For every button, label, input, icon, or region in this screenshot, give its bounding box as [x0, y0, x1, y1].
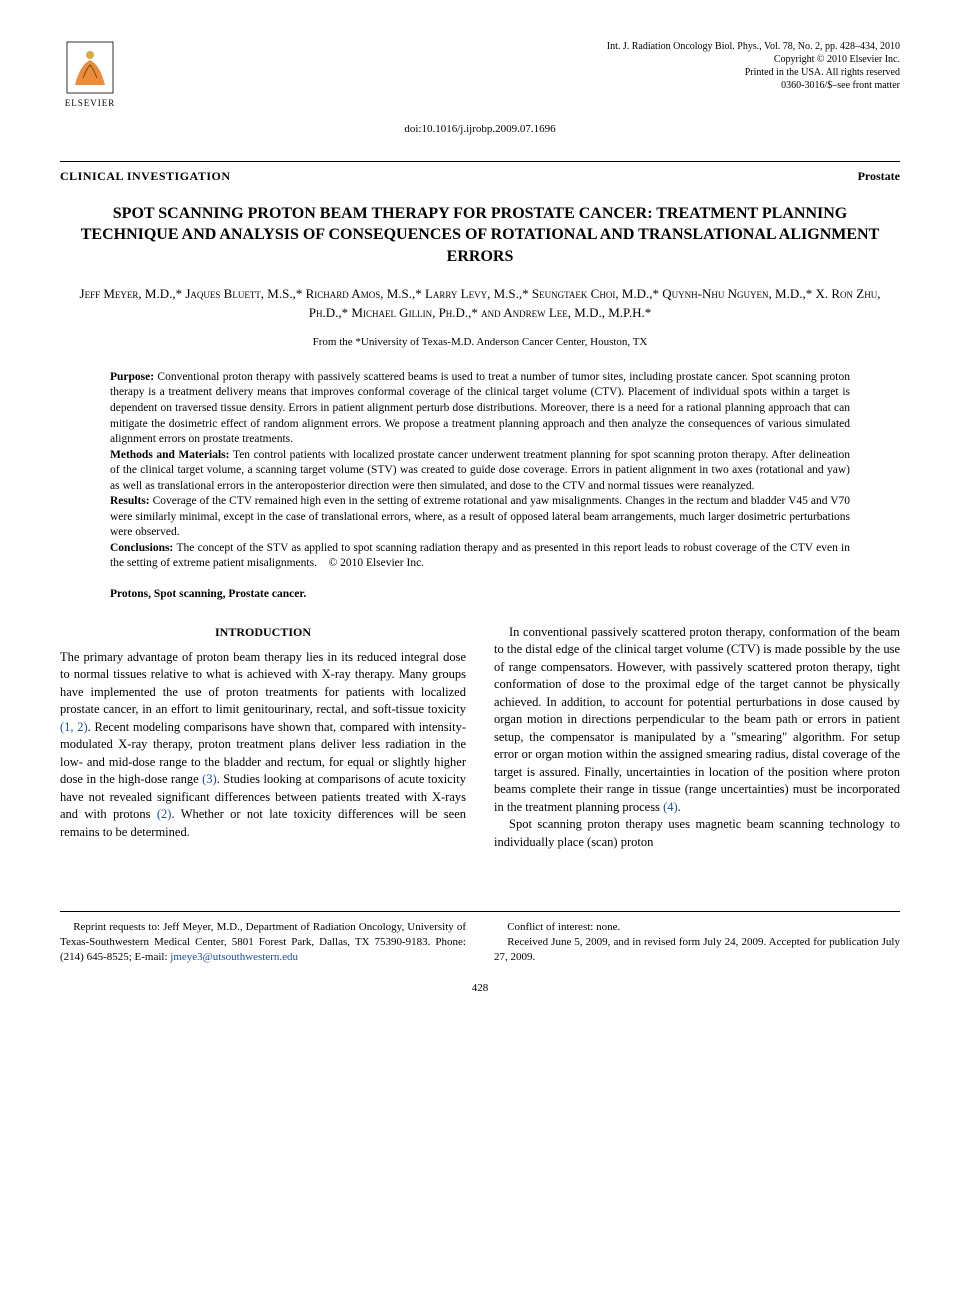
- journal-issn: 0360-3016/$–see front matter: [607, 79, 900, 92]
- citation-link[interactable]: (4): [663, 800, 678, 814]
- doi: doi:10.1016/j.ijrobp.2009.07.1696: [60, 122, 900, 137]
- journal-meta: Int. J. Radiation Oncology Biol. Phys., …: [607, 40, 900, 92]
- journal-citation: Int. J. Radiation Oncology Biol. Phys., …: [607, 40, 900, 53]
- affiliation: From the *University of Texas-M.D. Ander…: [60, 335, 900, 350]
- received-dates: Received June 5, 2009, and in revised fo…: [494, 935, 900, 965]
- citation-link[interactable]: (2): [157, 807, 172, 821]
- section-label: CLINICAL INVESTIGATION: [60, 168, 231, 185]
- abstract-copyright: © 2010 Elsevier Inc.: [320, 557, 424, 569]
- keywords: Protons, Spot scanning, Prostate cancer.: [110, 586, 850, 602]
- article-title: SPOT SCANNING PROTON BEAM THERAPY FOR PR…: [80, 203, 880, 268]
- footer-separator: [60, 911, 900, 912]
- publisher-logo-block: ELSEVIER: [60, 40, 120, 110]
- email-link[interactable]: jmeye3@utsouthwestern.edu: [170, 951, 298, 963]
- abstract-conclusions: The concept of the STV as applied to spo…: [110, 542, 850, 570]
- header-row: ELSEVIER Int. J. Radiation Oncology Biol…: [60, 40, 900, 110]
- abstract-results: Coverage of the CTV remained high even i…: [110, 495, 850, 538]
- body-paragraph-3: Spot scanning proton therapy uses magnet…: [494, 816, 900, 851]
- reprint-info: Reprint requests to: Jeff Meyer, M.D., D…: [60, 920, 466, 965]
- abstract-purpose-label: Purpose:: [110, 371, 157, 383]
- body-columns: INTRODUCTION The primary advantage of pr…: [60, 624, 900, 852]
- intro-heading: INTRODUCTION: [60, 624, 466, 641]
- section-topic: Prostate: [858, 168, 900, 185]
- citation-link[interactable]: (1, 2): [60, 720, 88, 734]
- abstract-results-label: Results:: [110, 495, 153, 507]
- abstract: Purpose: Conventional proton therapy wit…: [110, 370, 850, 572]
- body-paragraph-2: In conventional passively scattered prot…: [494, 624, 900, 817]
- abstract-purpose: Conventional proton therapy with passive…: [110, 371, 850, 445]
- authors: Jeff Meyer, M.D.,* Jaques Bluett, M.S.,*…: [70, 284, 890, 323]
- conflict-of-interest: Conflict of interest: none.: [494, 920, 900, 935]
- abstract-methods-label: Methods and Materials:: [110, 449, 233, 461]
- abstract-conclusions-label: Conclusions:: [110, 542, 177, 554]
- journal-printed: Printed in the USA. All rights reserved: [607, 66, 900, 79]
- journal-copyright: Copyright © 2010 Elsevier Inc.: [607, 53, 900, 66]
- citation-link[interactable]: (3): [202, 772, 217, 786]
- page-number: 428: [60, 981, 900, 996]
- body-paragraph-1: The primary advantage of proton beam the…: [60, 649, 466, 842]
- elsevier-logo-icon: [65, 40, 115, 95]
- publisher-name: ELSEVIER: [65, 97, 116, 110]
- footer-columns: Reprint requests to: Jeff Meyer, M.D., D…: [60, 920, 900, 965]
- section-bar: CLINICAL INVESTIGATION Prostate: [60, 161, 900, 185]
